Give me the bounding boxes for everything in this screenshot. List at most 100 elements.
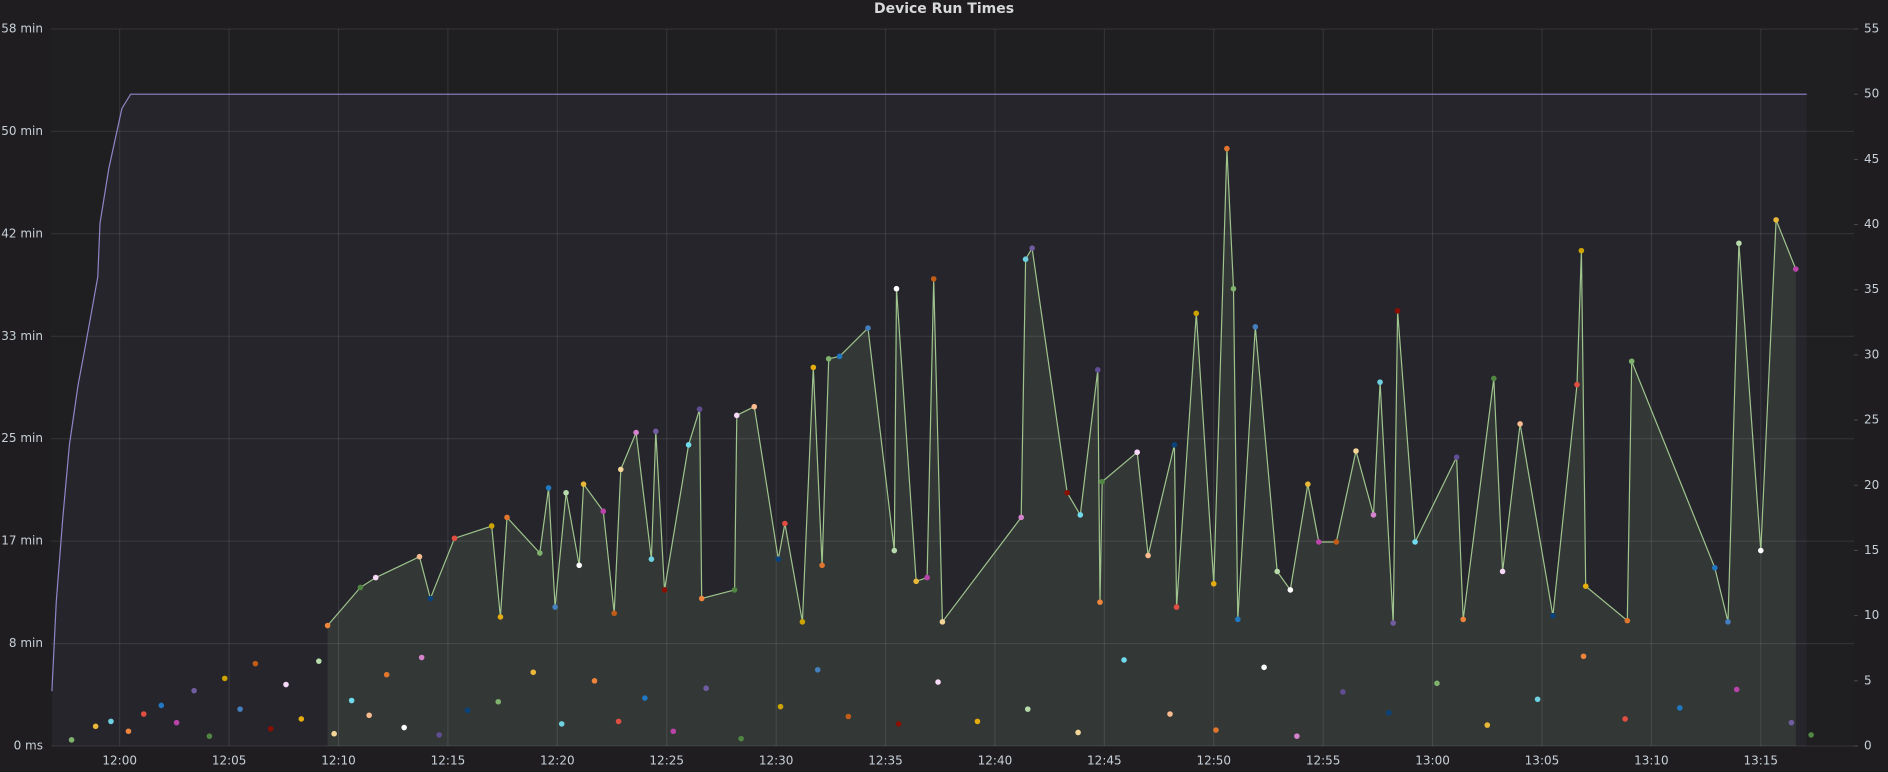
point bbox=[1340, 689, 1346, 695]
line-point bbox=[537, 550, 543, 556]
x-tick-label: 13:10 bbox=[1634, 754, 1669, 768]
line-point bbox=[939, 619, 946, 625]
line-point bbox=[1394, 308, 1401, 314]
y2-tick-label: 35 bbox=[1864, 282, 1879, 296]
line-point bbox=[1305, 481, 1311, 487]
point bbox=[974, 718, 981, 725]
point bbox=[316, 658, 322, 664]
line-point bbox=[751, 403, 758, 410]
line-point bbox=[733, 412, 740, 419]
y2-tick-label: 40 bbox=[1864, 217, 1879, 231]
line-point bbox=[357, 584, 364, 591]
y-tick-label: 17 min bbox=[1, 534, 43, 548]
point bbox=[125, 728, 132, 735]
area bbox=[51, 94, 1807, 746]
line-point bbox=[810, 364, 817, 371]
line-point bbox=[1628, 358, 1635, 365]
chart-title: Device Run Times bbox=[874, 1, 1014, 17]
x-tick-label: 12:10 bbox=[321, 754, 356, 768]
grid bbox=[51, 28, 1858, 747]
point bbox=[1075, 729, 1081, 736]
y2-tick-label: 30 bbox=[1864, 347, 1879, 361]
x-tick-label: 12:25 bbox=[649, 754, 684, 768]
x-tick-label: 12:00 bbox=[102, 754, 137, 768]
points bbox=[68, 145, 1814, 743]
line-point bbox=[1064, 489, 1070, 496]
x-tick-label: 12:20 bbox=[540, 754, 575, 768]
point bbox=[252, 660, 259, 667]
line bbox=[327, 148, 1797, 626]
line-point bbox=[1574, 381, 1580, 388]
line-point bbox=[633, 429, 639, 436]
line-point bbox=[1624, 617, 1631, 624]
line-point bbox=[1578, 247, 1585, 254]
point bbox=[383, 671, 390, 678]
axis-labels: 0 ms 8 min 17 min 25 min 33 min 42 min 50 min 5… bbox=[1, 22, 1879, 768]
line-point bbox=[1390, 620, 1396, 626]
line-point bbox=[576, 562, 583, 569]
x-tick-label: 12:15 bbox=[431, 754, 466, 768]
line-point bbox=[836, 353, 843, 360]
y-tick-label: 8 min bbox=[9, 636, 43, 650]
point bbox=[173, 719, 180, 726]
line-point bbox=[1517, 421, 1523, 427]
y2-tick-label: 5 bbox=[1864, 673, 1872, 687]
line bbox=[51, 93, 1807, 692]
y2-tick-label: 55 bbox=[1864, 22, 1879, 36]
line-point bbox=[545, 485, 552, 491]
line-point bbox=[1773, 217, 1779, 223]
line-point bbox=[617, 466, 624, 473]
line-point bbox=[1029, 245, 1035, 251]
line-point bbox=[698, 595, 705, 602]
point bbox=[1213, 727, 1219, 733]
y2-tick-label: 15 bbox=[1864, 543, 1879, 557]
line-point bbox=[580, 481, 587, 487]
line-point bbox=[1230, 285, 1237, 292]
y-tick-label: 50 min bbox=[1, 124, 43, 138]
line-point bbox=[930, 276, 937, 282]
line-point bbox=[488, 523, 495, 529]
line-point bbox=[799, 619, 806, 625]
point bbox=[777, 703, 784, 710]
y2-tick-label: 25 bbox=[1864, 413, 1879, 427]
line-point bbox=[819, 562, 825, 569]
point bbox=[436, 732, 442, 738]
line-point bbox=[1018, 514, 1025, 521]
point bbox=[267, 725, 274, 732]
point bbox=[1121, 657, 1127, 663]
point bbox=[283, 681, 289, 688]
line-point bbox=[782, 520, 788, 527]
point bbox=[642, 695, 648, 701]
line-point bbox=[1453, 454, 1460, 460]
line-point bbox=[661, 587, 668, 593]
point bbox=[814, 666, 821, 673]
y-tick-label: 0 ms bbox=[14, 739, 43, 753]
line-point bbox=[1460, 616, 1467, 623]
point bbox=[108, 718, 114, 725]
point bbox=[68, 737, 75, 743]
plot-background bbox=[51, 29, 1854, 746]
point bbox=[418, 654, 425, 661]
line-point bbox=[696, 406, 703, 412]
line-point bbox=[1077, 512, 1084, 518]
line-point bbox=[1171, 442, 1178, 448]
line-point bbox=[865, 325, 871, 331]
line-point bbox=[451, 535, 458, 542]
y2-tick-label: 20 bbox=[1864, 478, 1879, 492]
line-point bbox=[1094, 367, 1101, 373]
line-point bbox=[504, 514, 510, 521]
point bbox=[191, 687, 197, 694]
point bbox=[401, 724, 407, 731]
line-point bbox=[1315, 539, 1322, 545]
x-tick-label: 12:40 bbox=[978, 754, 1013, 768]
point bbox=[140, 711, 147, 717]
point bbox=[670, 728, 677, 735]
line-point bbox=[1099, 478, 1105, 485]
line-point bbox=[825, 355, 832, 362]
x-tick-label: 12:35 bbox=[868, 754, 903, 768]
point bbox=[530, 669, 537, 676]
y-tick-label: 25 min bbox=[1, 431, 43, 445]
line-point bbox=[775, 556, 782, 562]
point bbox=[703, 685, 709, 692]
